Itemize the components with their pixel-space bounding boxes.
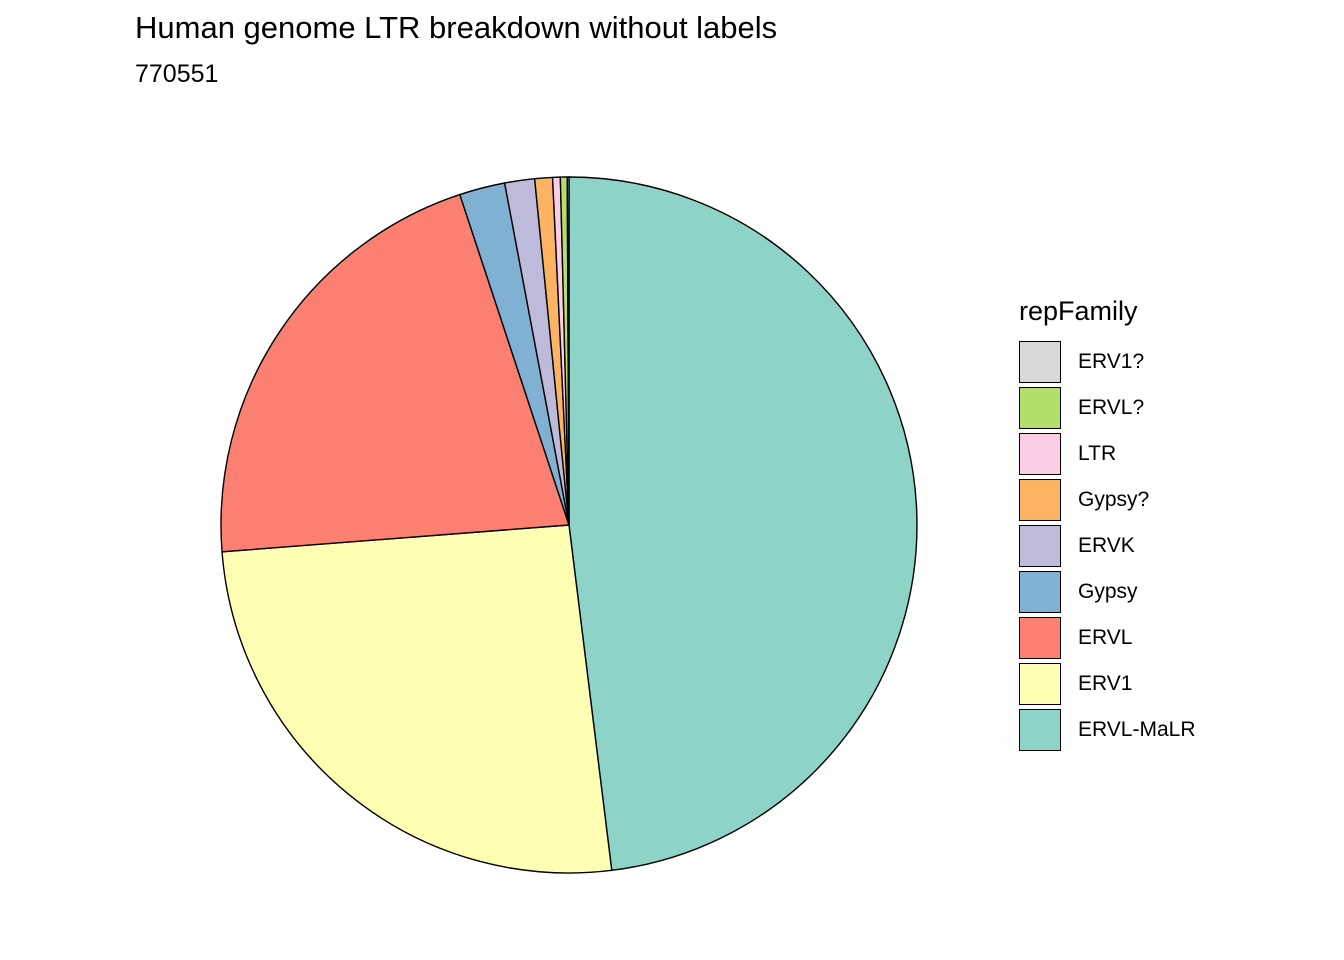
legend-label: Gypsy	[1078, 580, 1138, 603]
legend-swatch	[1019, 571, 1061, 613]
legend-item: ERVK	[1019, 523, 1196, 569]
legend-title: repFamily	[1019, 296, 1138, 326]
pie-slices	[220, 176, 918, 874]
legend-item: ERV1	[1019, 661, 1196, 707]
legend-swatch	[1019, 525, 1061, 567]
legend-item: Gypsy?	[1019, 477, 1196, 523]
pie-slice-ervl	[220, 193, 570, 553]
legend-swatch	[1019, 341, 1061, 383]
legend-label: ERVL-MaLR	[1078, 718, 1196, 741]
legend-swatch	[1019, 663, 1061, 705]
chart-subtitle: 770551	[135, 60, 219, 88]
legend-label: ERV1?	[1078, 350, 1145, 373]
legend-item: ERVL	[1019, 615, 1196, 661]
legend-label: Gypsy?	[1078, 488, 1150, 511]
legend-item: ERVL-MaLR	[1019, 707, 1196, 753]
legend-label: ERVK	[1078, 534, 1135, 557]
legend: repFamily ERV1? ERVL? LTR Gypsy? ERVK Gypsy ER…	[1019, 296, 1196, 753]
legend-item: Gypsy	[1019, 569, 1196, 615]
legend-swatch	[1019, 433, 1061, 475]
legend-label: ERV1	[1078, 672, 1133, 695]
legend-label: LTR	[1078, 442, 1117, 465]
legend-label: ERVL?	[1078, 396, 1145, 419]
legend-item: LTR	[1019, 431, 1196, 477]
legend-swatch	[1019, 479, 1061, 521]
legend-label: ERVL	[1078, 626, 1133, 649]
pie-slice-ervl-malr	[568, 176, 918, 872]
pie-slice-erv1	[566, 176, 570, 526]
legend-item: ERV1?	[1019, 339, 1196, 385]
legend-item: ERVL?	[1019, 385, 1196, 431]
legend-swatch	[1019, 387, 1061, 429]
chart-title: Human genome LTR breakdown without label…	[135, 10, 778, 45]
pie-slice-erv1	[221, 524, 613, 874]
legend-items: ERV1? ERVL? LTR Gypsy? ERVK Gypsy ERVL ERV1 ERVL…	[1019, 339, 1196, 753]
legend-swatch	[1019, 617, 1061, 659]
legend-swatch	[1019, 709, 1061, 751]
